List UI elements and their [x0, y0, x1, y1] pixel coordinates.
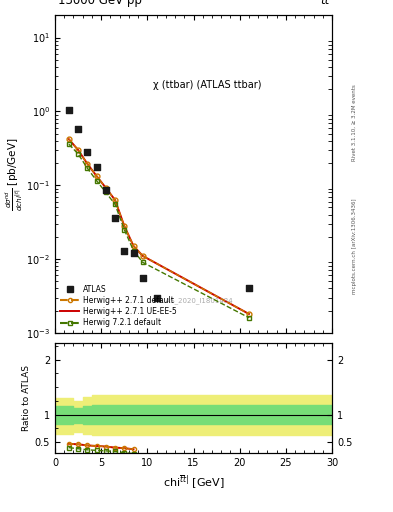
Point: [121, 246, 127, 254]
Y-axis label: Ratio to ATLAS: Ratio to ATLAS: [22, 365, 31, 431]
Text: tt̅: tt̅: [320, 0, 329, 8]
Point: [130, 249, 137, 257]
Y-axis label: $\frac{d\sigma^{nd}}{dchi^{|t|}}$ [pb/GeV]: $\frac{d\sigma^{nd}}{dchi^{|t|}}$ [pb/Ge…: [4, 137, 25, 211]
Point: [140, 274, 146, 282]
Point: [84, 148, 90, 156]
Point: [112, 214, 118, 222]
Point: [66, 105, 72, 114]
Text: Rivet 3.1.10, ≥ 3.2M events: Rivet 3.1.10, ≥ 3.2M events: [352, 84, 357, 161]
Text: 13000 GeV pp: 13000 GeV pp: [58, 0, 141, 8]
Text: χ (ttbar) (ATLAS ttbar): χ (ttbar) (ATLAS ttbar): [153, 80, 262, 90]
Text: ATLAS_2020_I1801434: ATLAS_2020_I1801434: [154, 297, 233, 305]
X-axis label: chi$^{\overline{t}t|}$ [GeV]: chi$^{\overline{t}t|}$ [GeV]: [163, 474, 224, 491]
Text: mcplots.cern.ch [arXiv:1306.3436]: mcplots.cern.ch [arXiv:1306.3436]: [352, 198, 357, 293]
Point: [94, 163, 100, 172]
Point: [246, 284, 252, 292]
Legend: ATLAS, Herwig++ 2.7.1 default, Herwig++ 2.7.1 UE-EE-5, Herwig 7.2.1 default: ATLAS, Herwig++ 2.7.1 default, Herwig++ …: [57, 282, 179, 331]
Point: [103, 186, 109, 195]
Point: [154, 293, 160, 302]
Point: [75, 125, 81, 133]
